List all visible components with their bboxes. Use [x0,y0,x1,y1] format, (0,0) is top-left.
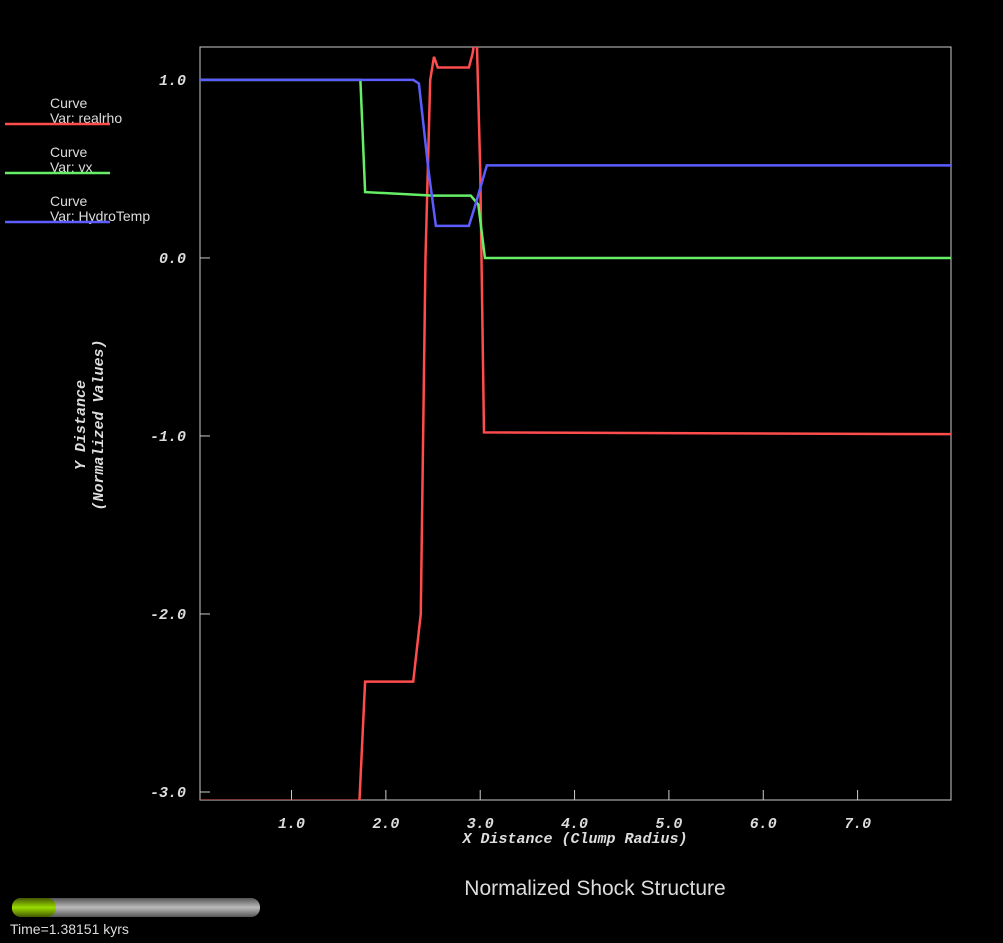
time-label: Time=1.38151 kyrs [10,921,129,937]
chart-title: Normalized Shock Structure [464,877,725,900]
plot-frame [199,46,952,801]
legend-title: Curve [50,193,88,209]
y-tick-label: 0.0 [159,251,186,268]
y-axis-label-line: (Normalized Values) [91,339,108,510]
x-tick-label: 2.0 [372,816,399,833]
data-line [200,78,951,260]
x-tick-label: 3.0 [467,816,494,833]
y-axis-label-line: Y Distance [73,380,90,470]
y-axis-label: Y Distance (Normalized Values) [73,339,108,510]
x-tick-label: 7.0 [844,816,871,833]
x-tick-label: 4.0 [561,816,588,833]
y-tick-label: -3.0 [150,785,186,802]
data-line [200,78,951,228]
x-tick-label: 1.0 [278,816,305,833]
y-tick-label: 1.0 [159,73,186,90]
x-tick-label: 6.0 [750,816,777,833]
legend-label: Var: realrho [50,110,122,126]
data-line [200,47,951,800]
time-slider-progress [12,898,56,917]
time-slider [12,898,260,917]
x-axis-label: X Distance (Clump Radius) [461,831,687,848]
y-tick-label: -1.0 [150,429,186,446]
legend-label: Var: vx [50,159,93,175]
legend-title: Curve [50,144,88,160]
y-tick-label: -2.0 [150,607,186,624]
plot-lines [200,47,951,800]
x-tick-label: 5.0 [655,816,682,833]
legend-label: Var: HydroTemp [50,208,150,224]
legend-title: Curve [50,95,88,111]
